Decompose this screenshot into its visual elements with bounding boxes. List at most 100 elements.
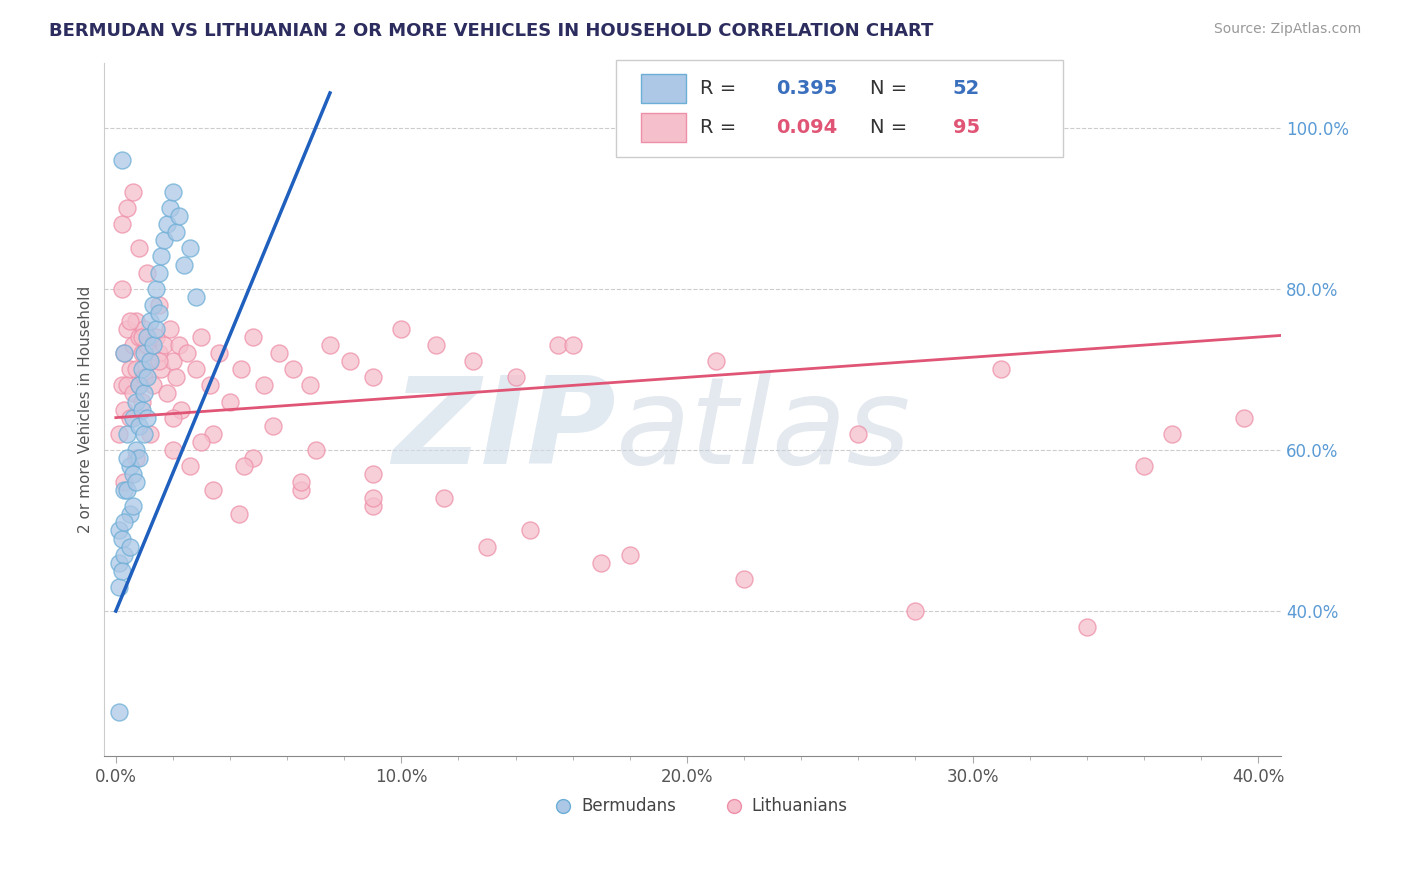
Text: R =: R = <box>700 118 742 137</box>
Point <box>201 483 224 498</box>
Point <box>128 418 150 433</box>
Point <box>148 266 170 280</box>
Point <box>219 394 242 409</box>
Point <box>184 362 207 376</box>
Text: 0.395: 0.395 <box>776 79 838 98</box>
Text: Lithuanians: Lithuanians <box>751 797 848 815</box>
Point <box>184 290 207 304</box>
Point <box>145 322 167 336</box>
Point <box>475 540 498 554</box>
Point <box>139 426 162 441</box>
Point <box>136 330 159 344</box>
Point <box>156 217 179 231</box>
Point <box>112 346 135 360</box>
Point <box>361 491 384 506</box>
Point <box>148 354 170 368</box>
Point <box>125 475 148 489</box>
Point <box>128 378 150 392</box>
Point <box>110 378 132 392</box>
Point <box>115 426 138 441</box>
Point <box>112 548 135 562</box>
Point <box>159 322 181 336</box>
Point <box>148 306 170 320</box>
Point <box>122 338 145 352</box>
Point <box>1233 410 1256 425</box>
Point <box>162 442 184 457</box>
Point <box>207 346 229 360</box>
Bar <box>641 74 686 103</box>
Point <box>110 532 132 546</box>
Bar <box>641 113 686 142</box>
Point <box>131 362 153 376</box>
Point <box>290 475 312 489</box>
Point <box>148 298 170 312</box>
Point <box>131 346 153 360</box>
Point <box>904 604 927 618</box>
Text: atlas: atlas <box>616 372 911 489</box>
Point <box>505 370 527 384</box>
Point <box>112 483 135 498</box>
Point <box>134 346 156 360</box>
Point <box>115 378 138 392</box>
Point <box>122 386 145 401</box>
Text: N =: N = <box>870 79 914 98</box>
Point <box>162 185 184 199</box>
Point <box>145 330 167 344</box>
Point <box>162 410 184 425</box>
Text: BERMUDAN VS LITHUANIAN 2 OR MORE VEHICLES IN HOUSEHOLD CORRELATION CHART: BERMUDAN VS LITHUANIAN 2 OR MORE VEHICLE… <box>49 22 934 40</box>
Point <box>120 458 142 473</box>
Point <box>242 330 264 344</box>
Point <box>176 346 198 360</box>
Point <box>142 378 165 392</box>
Point <box>139 354 162 368</box>
Point <box>167 338 190 352</box>
Text: 52: 52 <box>953 79 980 98</box>
Point <box>262 418 284 433</box>
Text: 95: 95 <box>953 118 980 137</box>
Point <box>1133 458 1156 473</box>
Point <box>136 338 159 352</box>
Text: R =: R = <box>700 79 742 98</box>
Point <box>128 378 150 392</box>
Y-axis label: 2 or more Vehicles in Household: 2 or more Vehicles in Household <box>79 286 93 533</box>
FancyBboxPatch shape <box>616 60 1063 157</box>
Point <box>125 314 148 328</box>
Point <box>290 483 312 498</box>
Point <box>179 458 201 473</box>
Point <box>298 378 321 392</box>
Point <box>433 491 456 506</box>
Point <box>115 450 138 465</box>
Text: Bermudans: Bermudans <box>581 797 676 815</box>
Point <box>112 402 135 417</box>
Point <box>179 241 201 255</box>
Point <box>136 266 159 280</box>
Point <box>319 338 342 352</box>
Point <box>112 346 135 360</box>
Point <box>125 362 148 376</box>
Point <box>120 508 142 522</box>
Point <box>120 410 142 425</box>
Point <box>142 338 165 352</box>
Point <box>122 185 145 199</box>
Point <box>107 556 129 570</box>
Point <box>115 322 138 336</box>
Point <box>153 338 176 352</box>
Point <box>128 330 150 344</box>
Point <box>125 442 148 457</box>
Point <box>120 314 142 328</box>
Point <box>134 370 156 384</box>
Point <box>253 378 276 392</box>
Point <box>125 450 148 465</box>
Point <box>122 467 145 481</box>
Point <box>190 330 212 344</box>
Point <box>242 450 264 465</box>
Point <box>110 282 132 296</box>
Point <box>591 556 613 570</box>
Point <box>134 322 156 336</box>
Point <box>122 410 145 425</box>
Point <box>173 258 195 272</box>
Point <box>115 483 138 498</box>
Point <box>142 298 165 312</box>
Point <box>425 338 447 352</box>
Point <box>162 354 184 368</box>
